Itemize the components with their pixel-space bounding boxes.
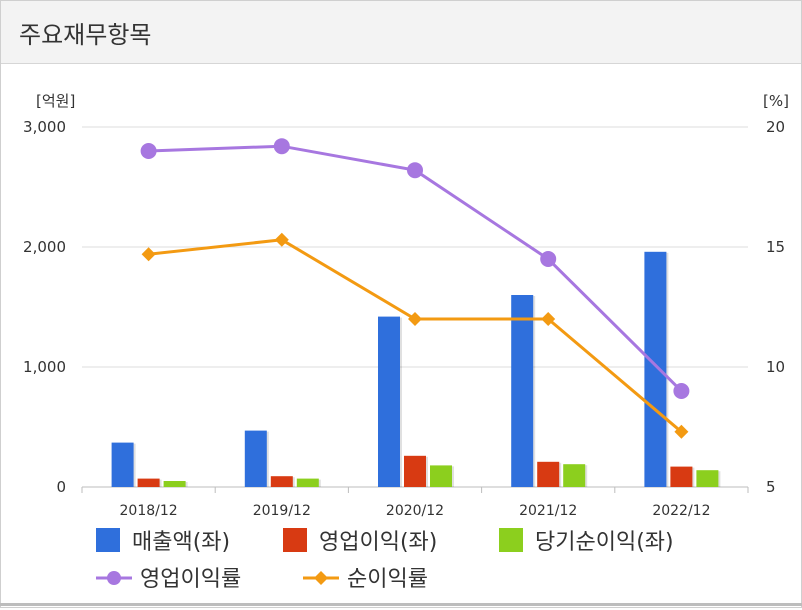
right-tick-label: 5 — [766, 478, 776, 496]
left-tick-label: 1,000 — [23, 358, 66, 376]
legend-swatch — [96, 528, 120, 552]
bar-2 — [670, 466, 693, 487]
bar-2 — [137, 478, 160, 487]
bar-1 — [511, 295, 534, 487]
x-tick-label: 2021/12 — [519, 503, 577, 519]
bar-1 — [111, 442, 134, 487]
x-tick-label: 2018/12 — [120, 503, 178, 519]
left-axis-unit: [억원] — [36, 92, 75, 110]
series-point-2 — [674, 424, 689, 439]
bar-1 — [378, 316, 400, 487]
series-point-1 — [407, 162, 423, 179]
legend-label: 순이익률 — [347, 567, 428, 592]
series-point-1 — [273, 138, 290, 155]
legend-marker — [107, 571, 121, 585]
panel-title: 주요재무항목 — [19, 21, 152, 49]
series-point-2 — [408, 312, 422, 326]
bottom-divider — [0, 603, 802, 606]
left-tick-label: 3,000 — [23, 118, 66, 136]
bar-3 — [430, 465, 452, 487]
bar-2 — [270, 476, 293, 487]
legend-label: 영업이익률 — [140, 567, 241, 592]
series-line-2 — [148, 238, 683, 433]
x-tick-label: 2020/12 — [386, 503, 444, 519]
series-point-2 — [541, 312, 556, 326]
left-tick-label: 0 — [56, 478, 66, 496]
legend-swatch — [283, 528, 307, 552]
series-point-2 — [274, 232, 289, 247]
series-line-1 — [148, 144, 683, 393]
x-tick-label: 2022/12 — [652, 503, 710, 519]
bar-1 — [244, 430, 267, 487]
panel-header: 주요재무항목 — [1, 1, 801, 64]
legend-label: 당기순이익(좌) — [535, 530, 674, 555]
legend-marker — [314, 571, 328, 585]
x-tick-label: 2019/12 — [253, 503, 311, 519]
bar-2 — [537, 461, 560, 487]
bar-3 — [163, 481, 186, 487]
series-point-2 — [141, 247, 156, 262]
legend-swatch — [499, 528, 523, 552]
series-point-1 — [673, 383, 690, 399]
legend-label: 영업이익(좌) — [319, 530, 437, 555]
right-tick-label: 15 — [766, 238, 785, 256]
series-point-1 — [540, 251, 557, 267]
right-tick-label: 20 — [766, 118, 785, 136]
bar-3 — [296, 478, 319, 487]
bar-1 — [644, 251, 667, 487]
bar-3 — [563, 464, 586, 487]
bar-3 — [696, 470, 719, 487]
right-tick-label: 10 — [766, 358, 785, 376]
right-axis-unit: [%] — [763, 92, 789, 110]
bar-2 — [404, 455, 426, 487]
series-point-1 — [140, 143, 157, 159]
left-tick-label: 2,000 — [23, 238, 66, 256]
legend-label: 매출액(좌) — [132, 530, 230, 555]
